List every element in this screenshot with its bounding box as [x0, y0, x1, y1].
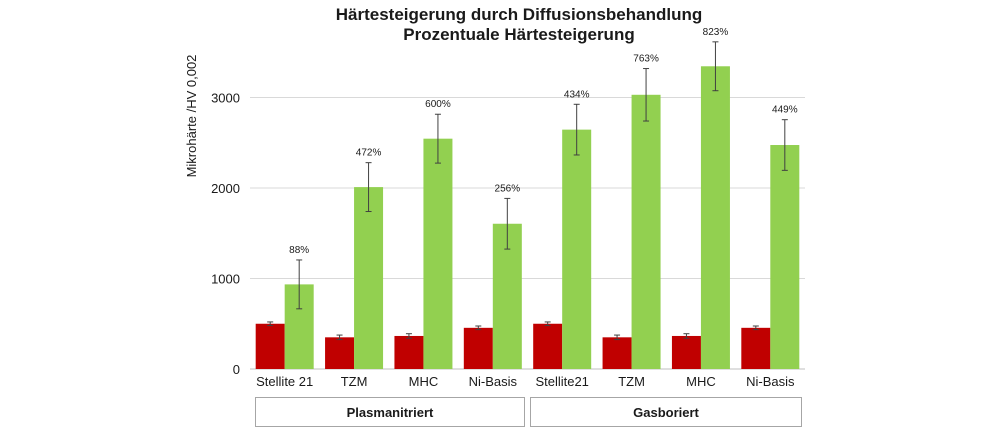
category-label: TZM — [341, 374, 368, 389]
bar-untreated — [602, 337, 632, 369]
bars — [255, 41, 800, 369]
category-label: MHC — [686, 374, 716, 389]
bar-treated — [354, 187, 384, 369]
group-label-plasmanitriert: Plasmanitriert — [255, 397, 525, 427]
bar-untreated — [463, 327, 493, 369]
bar-treated — [770, 145, 800, 369]
y-tick-label: 3000 — [211, 91, 240, 106]
data-label: 88% — [289, 245, 309, 256]
category-label: Stellite 21 — [256, 374, 313, 389]
bar-treated — [423, 138, 453, 369]
y-tick-label: 1000 — [211, 272, 240, 287]
bar-untreated — [741, 327, 771, 369]
category-label: Ni-Basis — [469, 374, 518, 389]
bar-treated — [700, 66, 730, 369]
y-tick-label: 0 — [233, 362, 240, 377]
chart-title: Härtesteigerung durch Diffusionsbehandlu… — [336, 5, 702, 24]
data-label: 472% — [356, 148, 382, 159]
bar-untreated — [255, 323, 285, 369]
y-axis-label: Mikrohärte /HV 0,002 — [184, 55, 199, 178]
data-label: 449% — [772, 105, 798, 116]
y-tick-label: 2000 — [211, 181, 240, 196]
category-label: Ni-Basis — [746, 374, 795, 389]
group-label-gasboriert: Gasboriert — [530, 397, 802, 427]
bar-untreated — [533, 323, 563, 369]
bar-untreated — [325, 337, 355, 369]
data-label: 256% — [495, 183, 521, 194]
bar-untreated — [671, 335, 701, 369]
bar-untreated — [394, 335, 424, 369]
data-label: 763% — [633, 54, 659, 65]
data-label: 823% — [703, 27, 729, 38]
category-label: MHC — [409, 374, 439, 389]
data-label: 434% — [564, 89, 590, 100]
bar-treated — [562, 129, 592, 369]
labels: 0 1000 2000 3000 Stellite 21 88% TZM 472% MHC 600… — [211, 27, 798, 389]
chart-subtitle: Prozentuale Härtesteigerung — [403, 25, 634, 44]
data-label: 600% — [425, 99, 451, 110]
category-label: TZM — [618, 374, 645, 389]
bar-treated — [631, 94, 661, 369]
category-label: Stellite21 — [535, 374, 588, 389]
